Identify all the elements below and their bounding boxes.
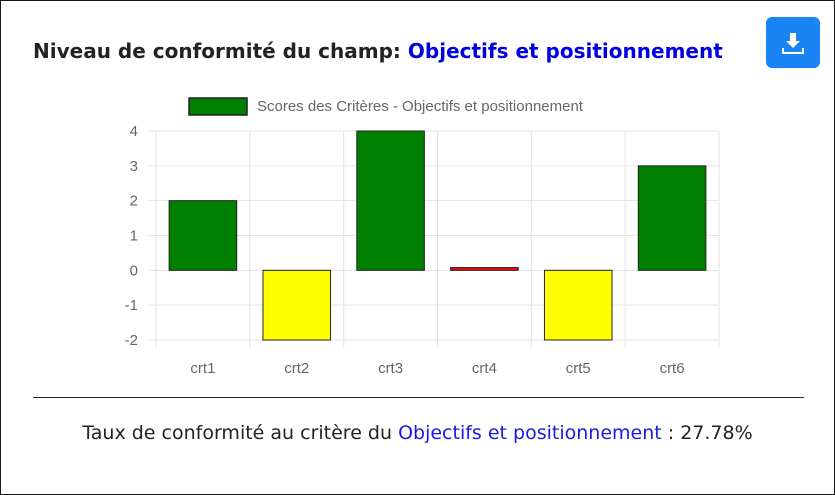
bar-chart: 4 3 2 1 0 -1 -2 crt1 crt2 crt3 crt4 crt5 crt6 Scores … [125,97,720,377]
bar-crt4 [450,267,519,271]
divider [33,397,804,398]
y-tick-label: 4 [130,123,138,140]
bar-crt3 [356,130,425,271]
page-title: Niveau de conformité du champ: Objectifs… [33,39,723,63]
compliance-rate: Taux de conformité au critère du Objecti… [1,422,834,444]
x-tick-label: crt6 [660,360,685,377]
y-tick-label: 2 [130,193,138,210]
title-prefix: Niveau de conformité du champ: [33,39,401,63]
bar-crt1 [168,200,238,271]
legend-label: Scores des Critères - Objectifs et posit… [257,98,584,115]
title-field-name: Objectifs et positionnement [407,39,723,63]
rate-value: 27.78% [680,422,753,444]
x-tick-label: crt3 [378,360,403,377]
bar-crt6 [637,165,707,271]
rate-separator: : [661,422,681,444]
bar-crt5 [543,269,613,341]
download-button[interactable] [766,17,820,68]
rate-field-link[interactable]: Objectifs et positionnement [398,422,662,444]
x-tick-label: crt4 [472,360,497,377]
x-tick-label: crt1 [190,360,215,377]
y-tick-label: 0 [130,262,138,279]
y-tick-label: 1 [130,228,138,245]
rate-prefix: Taux de conformité au critère du [82,422,393,444]
y-tick-label: -2 [125,332,138,349]
download-icon [782,32,804,54]
y-tick-label: 3 [130,158,138,175]
legend-swatch [188,97,248,116]
x-tick-label: crt2 [284,360,309,377]
y-tick-label: -1 [125,297,138,314]
x-tick-label: crt5 [566,360,591,377]
bar-crt2 [262,269,332,341]
